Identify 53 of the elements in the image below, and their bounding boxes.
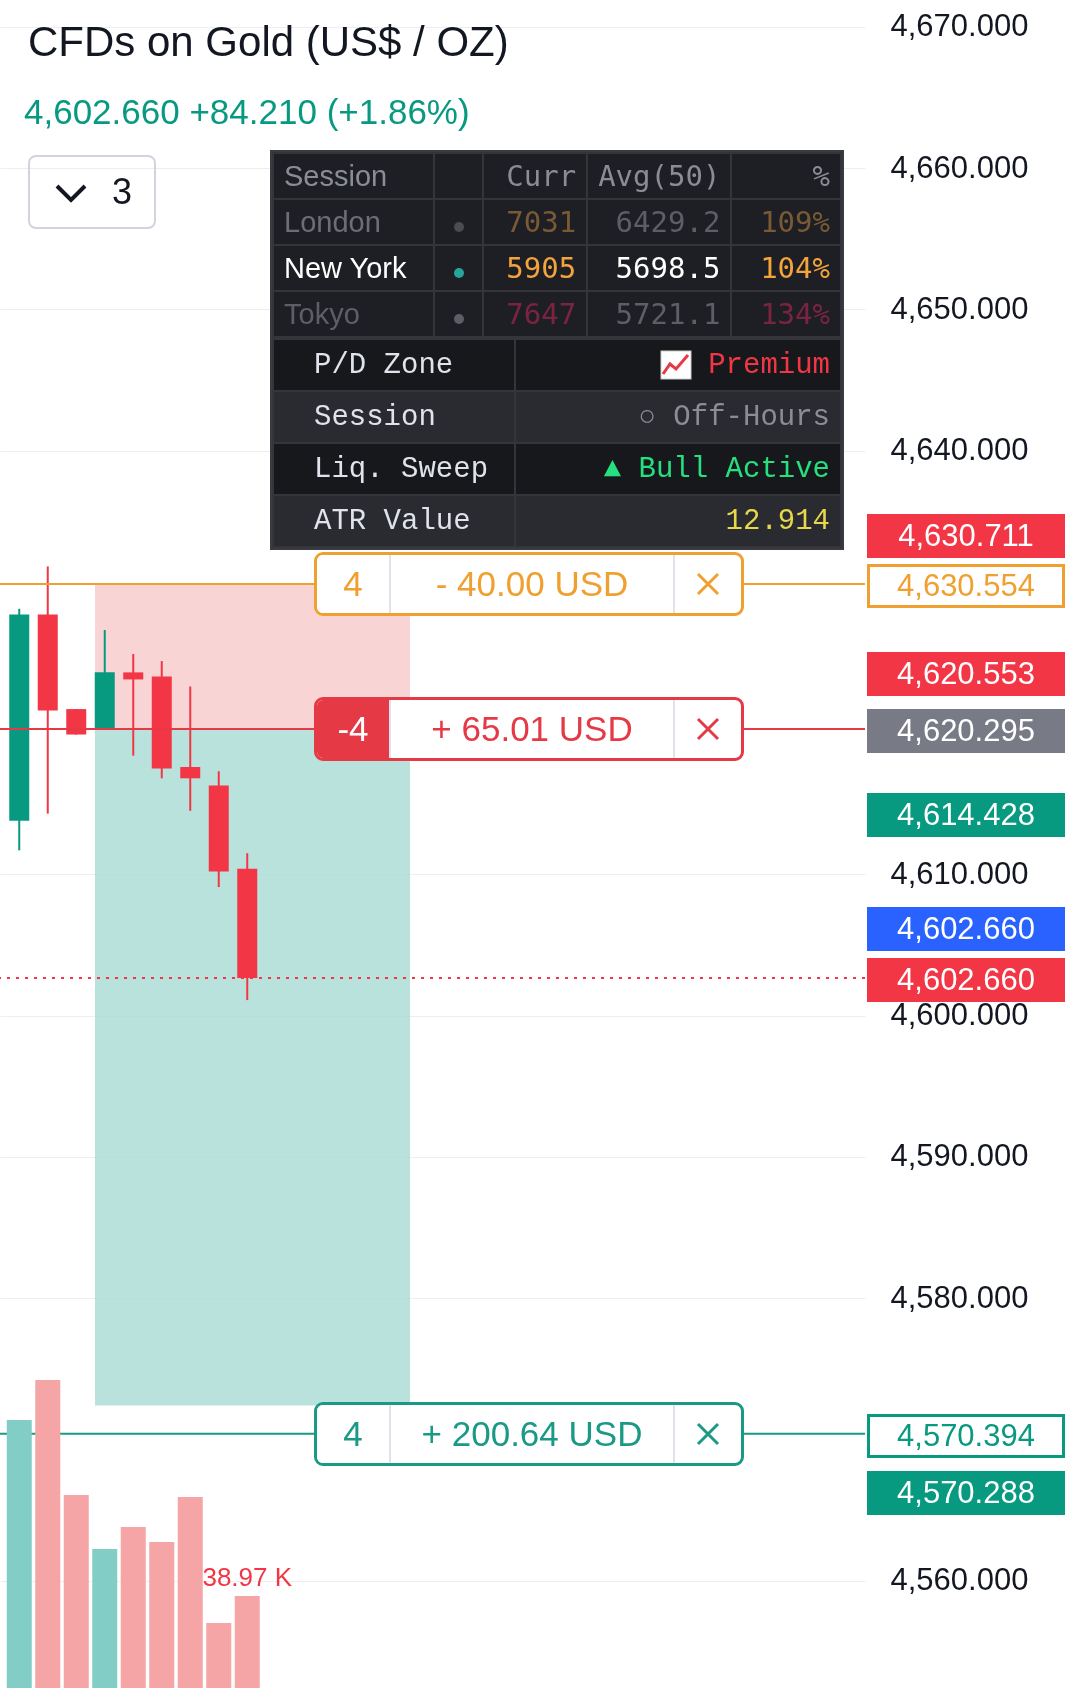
position-tag: 4 - 40.00 USD — [314, 552, 744, 617]
annotation: Session — [273, 153, 434, 199]
annotation: New York — [273, 245, 434, 291]
annotation: Avg(50) — [587, 153, 732, 199]
y-tick-label: 4,660.000 — [890, 149, 1029, 185]
text: 4,630.711 — [867, 514, 1065, 558]
text: 4,602.660 — [897, 962, 1035, 997]
text: 4,570.394 — [867, 1414, 1065, 1458]
data-label: 38.97 K — [202, 1562, 293, 1592]
annotation: 134% — [731, 291, 841, 337]
y-tick-label: 4,670.000 — [890, 8, 1029, 44]
annotation: 3 — [112, 171, 133, 213]
annotation: Tokyo — [273, 291, 434, 337]
text: 4,620.295 — [867, 709, 1065, 753]
y-tick-label: 4,600.000 — [890, 997, 1029, 1033]
y-tick-label: 4,580.000 — [890, 1279, 1029, 1315]
annotation: ATR Value — [273, 495, 515, 547]
annotation: 5721.1 — [587, 291, 732, 337]
annotation: 7031 — [483, 199, 588, 245]
text: 4,570.288 — [867, 1471, 1065, 1515]
annotation: 5905 — [483, 245, 588, 291]
annotation: 5698.5 — [587, 245, 732, 291]
ref-line-label: + 65.01 USD — [430, 708, 634, 749]
annotation: Session — [273, 391, 515, 443]
annotation: Liq. Sweep — [273, 443, 515, 495]
annotation: Premium — [515, 339, 841, 391]
annotation: 7647 — [483, 291, 588, 337]
y-tick-label: 4,560.000 — [890, 1562, 1029, 1598]
annotation: ○ Off-Hours — [515, 391, 841, 443]
text: 4,620.553 — [867, 652, 1065, 696]
annotation: 109% — [731, 199, 841, 245]
y-tick-label: 4,610.000 — [890, 855, 1029, 891]
annotation: 104% — [731, 245, 841, 291]
annotation: 4 — [317, 555, 391, 614]
annotation: London — [273, 199, 434, 245]
y-tick-label: 4,650.000 — [890, 290, 1029, 326]
ref-line-label: + 200.64 USD — [420, 1413, 644, 1454]
annotation: 6429.2 — [587, 199, 732, 245]
text: 4,614.428 — [867, 793, 1065, 837]
annotation: 4 — [317, 1404, 391, 1463]
text: 4,602.660 +84.210 (+1.86%) — [24, 92, 470, 132]
annotation: P/D Zone — [273, 339, 515, 391]
annotation: Curr — [483, 153, 588, 199]
annotation: ▲ Bull Active — [515, 443, 841, 495]
annotation: % — [731, 153, 841, 199]
y-tick-label: 4,590.000 — [890, 1138, 1029, 1174]
annotation: -4 — [317, 699, 391, 758]
chart-title: CFDs on Gold (US$ / OZ) — [28, 18, 509, 66]
y-tick-label: 4,640.000 — [890, 432, 1029, 468]
text: 4,630.554 — [867, 564, 1065, 608]
ref-line-label: - 40.00 USD — [434, 564, 630, 605]
annotation: 12.914 — [515, 495, 841, 547]
text: 4,602.660 — [867, 907, 1065, 951]
